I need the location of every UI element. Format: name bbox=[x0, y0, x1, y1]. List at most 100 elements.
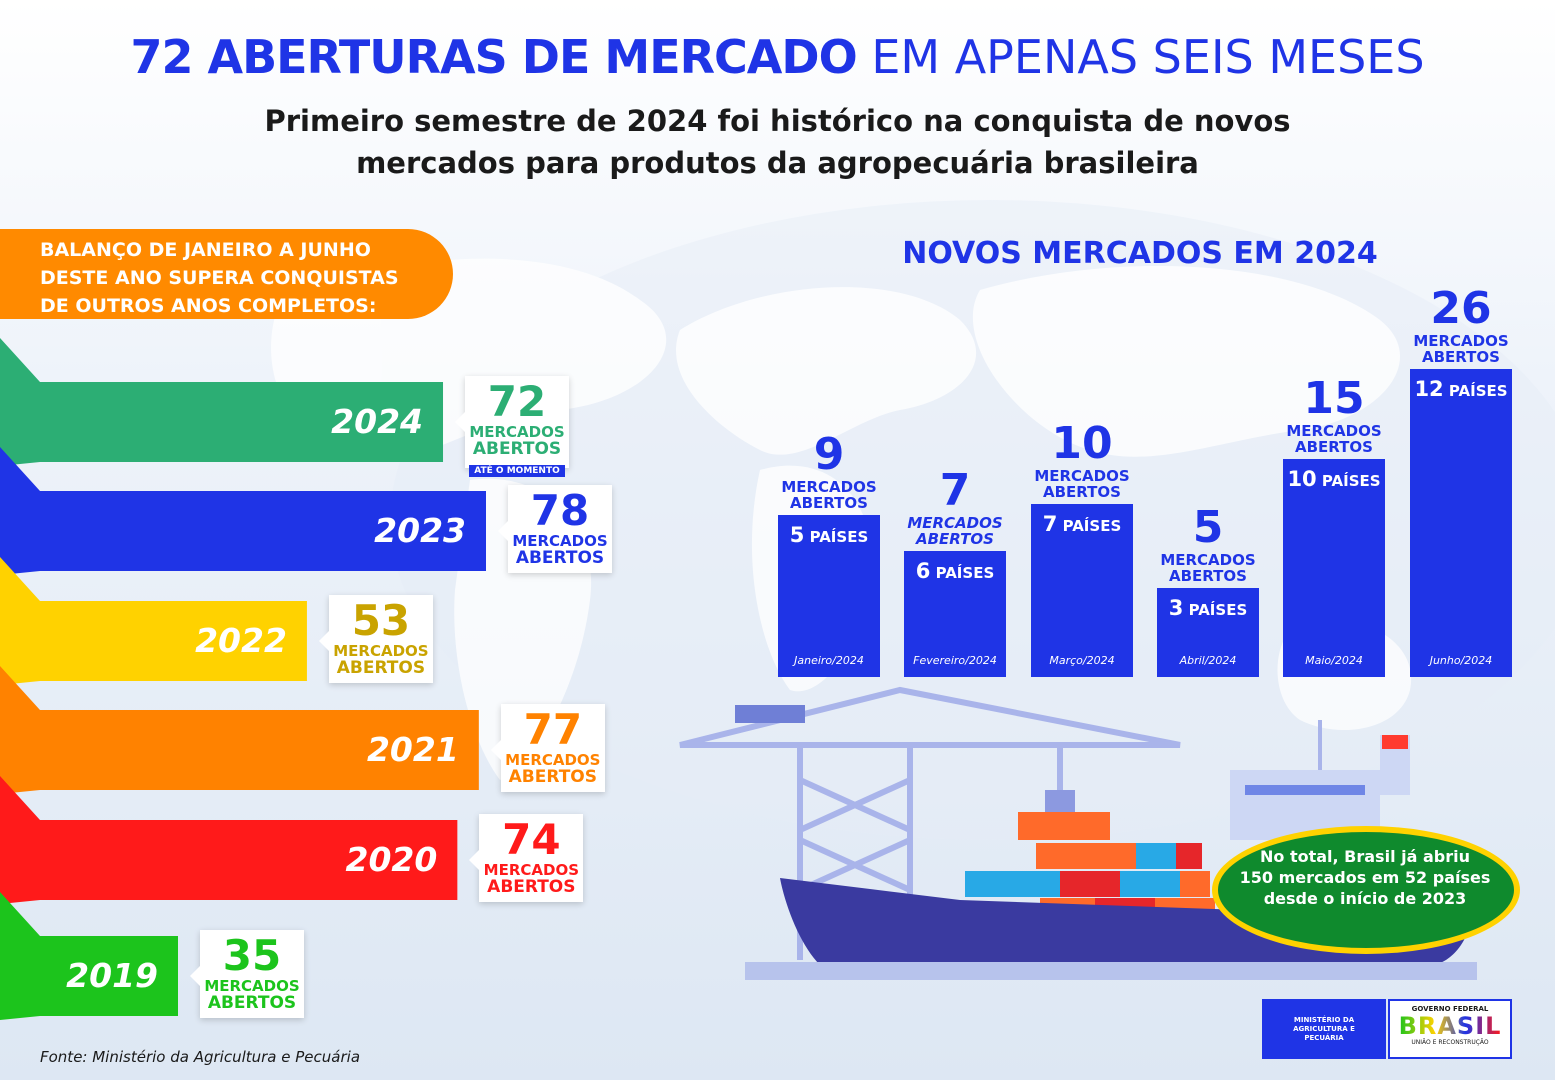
callout-line3: desde o início de 2023 bbox=[1263, 889, 1467, 908]
year-bar-2024 bbox=[0, 338, 444, 466]
month-label-line1: MERCADOS bbox=[1034, 467, 1130, 485]
year-label-2019: 2019 bbox=[66, 956, 158, 995]
year-value-card-2021: 77 MERCADOS ABERTOS bbox=[490, 704, 605, 792]
year-value-card-2024: 72 MERCADOS ABERTOS ATÉ O MOMENTO bbox=[455, 376, 570, 477]
month-value-label-5: MERCADOS ABERTOS bbox=[1273, 423, 1395, 455]
subtitle-line2: mercados para produtos da agropecuária b… bbox=[356, 146, 1199, 180]
gov-brasil-wordmark: BRASIL bbox=[1390, 1013, 1510, 1039]
year-value-label-line1: MERCADOS bbox=[469, 423, 565, 441]
month-countries-6: 12 PAÍSES bbox=[1410, 377, 1512, 401]
ministry-line1: MINISTÉRIO DA bbox=[1293, 1016, 1355, 1024]
month-bar-4 bbox=[1157, 588, 1259, 677]
month-label-line1: MERCADOS bbox=[907, 514, 1003, 532]
year-label-2021: 2021 bbox=[366, 730, 459, 769]
year-value-2022: 53 bbox=[351, 596, 411, 645]
month-countries-1: 5 PAÍSES bbox=[778, 523, 880, 547]
monthly-chart-title: NOVOS MERCADOS EM 2024 bbox=[902, 236, 1378, 271]
year-value-label-line1: MERCADOS bbox=[204, 977, 300, 995]
year-value-2021: 77 bbox=[523, 705, 583, 754]
ministry-logo: MINISTÉRIO DA AGRICULTURA E PECUÁRIA bbox=[1262, 999, 1386, 1059]
month-label-line2: ABERTOS bbox=[1043, 483, 1121, 501]
month-name-3: Março/2024 bbox=[1049, 654, 1115, 667]
crane-spreader bbox=[1045, 790, 1075, 812]
year-label-2022: 2022 bbox=[195, 621, 287, 660]
balance-badge-text: BALANÇO DE JANEIRO A JUNHO DESTE ANO SUP… bbox=[40, 236, 450, 320]
year-value-label-line1: MERCADOS bbox=[505, 751, 601, 769]
year-bar-2022 bbox=[0, 557, 307, 685]
year-note-2024: ATÉ O MOMENTO bbox=[469, 465, 565, 477]
month-countries-number: 3 bbox=[1168, 596, 1184, 620]
quay bbox=[745, 962, 1477, 980]
month-value-3: 10 bbox=[1051, 418, 1113, 469]
year-value-2019: 35 bbox=[222, 931, 282, 980]
card-pointer bbox=[455, 412, 466, 432]
month-name-6: Junho/2024 bbox=[1429, 654, 1493, 667]
year-label-2023: 2023 bbox=[374, 511, 466, 550]
year-bar-2019 bbox=[0, 892, 178, 1020]
year-value-label-line1: MERCADOS bbox=[483, 861, 580, 879]
month-bar-1 bbox=[778, 515, 880, 677]
year-bar-2021 bbox=[0, 666, 479, 794]
gov-line1: GOVERNO FEDERAL bbox=[1411, 1005, 1489, 1013]
month-countries-number: 12 bbox=[1414, 377, 1444, 401]
crane-cabin bbox=[735, 705, 805, 723]
total-callout-text: No total, Brasil já abriu 150 mercados e… bbox=[1225, 846, 1505, 909]
page-subtitle: Primeiro semestre de 2024 foi histórico … bbox=[150, 100, 1405, 184]
month-name-1: Janeiro/2024 bbox=[794, 654, 864, 667]
month-countries-number: 5 bbox=[789, 523, 805, 547]
badge-line3: DE OUTROS ANOS COMPLETOS: bbox=[40, 295, 377, 317]
year-value-card-2022: 53 MERCADOS ABERTOS bbox=[318, 595, 433, 683]
badge-line2: DESTE ANO SUPERA CONQUISTAS bbox=[40, 267, 399, 289]
month-label-line2: ABERTOS bbox=[790, 494, 868, 512]
month-countries-label: PAÍSES bbox=[1183, 601, 1248, 619]
month-bar-5 bbox=[1283, 459, 1385, 677]
year-bar-2020 bbox=[0, 776, 458, 904]
total-callout bbox=[1212, 826, 1520, 954]
month-label-line1: MERCADOS bbox=[781, 478, 877, 496]
month-bar-3 bbox=[1031, 504, 1133, 677]
gov-line2: BRASIL bbox=[1398, 1012, 1502, 1040]
year-value-label-line2: ABERTOS bbox=[472, 439, 562, 459]
card-pointer bbox=[498, 521, 508, 541]
ministry-line2: AGRICULTURA E bbox=[1293, 1025, 1355, 1033]
year-value-label-line2: ABERTOS bbox=[336, 658, 426, 678]
card-pointer bbox=[490, 740, 501, 760]
month-value-label-2: MERCADOS ABERTOS bbox=[894, 515, 1016, 547]
month-bar-6 bbox=[1410, 369, 1512, 677]
month-label-line2: ABERTOS bbox=[1169, 567, 1247, 585]
month-label-line2: ABERTOS bbox=[1422, 348, 1500, 366]
month-bar-2 bbox=[904, 551, 1006, 677]
callout-line1: No total, Brasil já abriu bbox=[1260, 847, 1470, 866]
month-label-line1: MERCADOS bbox=[1413, 332, 1509, 350]
month-value-label-1: MERCADOS ABERTOS bbox=[768, 479, 890, 511]
month-label-line1: MERCADOS bbox=[1286, 422, 1382, 440]
month-label-line2: ABERTOS bbox=[1295, 438, 1373, 456]
month-countries-label: PAÍSES bbox=[1443, 382, 1508, 400]
year-value-2020: 74 bbox=[502, 815, 561, 864]
year-value-label-line2: ABERTOS bbox=[207, 993, 297, 1013]
government-logo: GOVERNO FEDERAL BRASIL UNIÃO E RECONSTRU… bbox=[1388, 999, 1512, 1059]
callout-line2: 150 mercados em 52 países bbox=[1239, 868, 1491, 887]
month-value-2: 7 bbox=[939, 465, 971, 516]
month-countries-3: 7 PAÍSES bbox=[1031, 512, 1133, 536]
month-value-4: 5 bbox=[1192, 502, 1224, 553]
year-value-label-line2: ABERTOS bbox=[487, 877, 576, 897]
month-countries-label: PAÍSES bbox=[930, 564, 995, 582]
source-note: Fonte: Ministério da Agricultura e Pecuá… bbox=[40, 1048, 361, 1066]
month-countries-label: PAÍSES bbox=[1057, 517, 1122, 535]
month-value-label-6: MERCADOS ABERTOS bbox=[1400, 333, 1522, 365]
month-countries-number: 10 bbox=[1287, 467, 1317, 491]
card-pointer bbox=[469, 850, 480, 870]
year-label-2020: 2020 bbox=[345, 840, 438, 879]
year-value-label-line1: MERCADOS bbox=[333, 642, 429, 660]
gov-line3: UNIÃO E RECONSTRUÇÃO bbox=[1411, 1039, 1489, 1046]
year-value-2024: 72 bbox=[487, 377, 547, 426]
month-value-1: 9 bbox=[813, 429, 845, 480]
month-countries-number: 7 bbox=[1042, 512, 1058, 536]
month-name-5: Maio/2024 bbox=[1305, 654, 1363, 667]
card-pointer bbox=[318, 631, 329, 651]
title-bold: 72 ABERTURAS DE MERCADO bbox=[130, 30, 857, 84]
ministry-line3: PECUÁRIA bbox=[1304, 1034, 1344, 1042]
page-title: 72 ABERTURAS DE MERCADO EM APENAS SEIS M… bbox=[0, 30, 1555, 84]
